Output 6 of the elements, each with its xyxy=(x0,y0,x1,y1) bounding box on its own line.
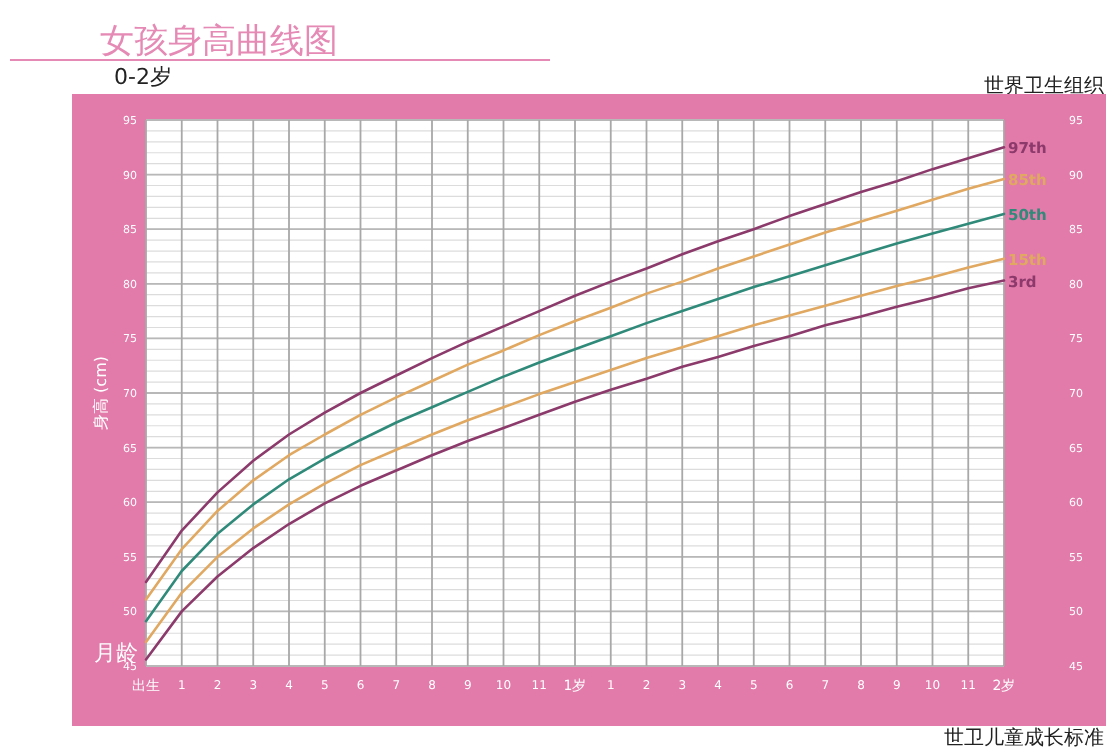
text: 世卫儿童成长标准 xyxy=(944,726,1104,750)
text: 世界卫生组织 xyxy=(984,74,1104,98)
y-axis-title: 身高 (cm) xyxy=(92,356,110,430)
chart-subtitle: 0-2岁 xyxy=(114,64,172,90)
chart-title: 女孩身高曲线图 xyxy=(100,22,338,62)
x-axis-title: 月龄 xyxy=(94,640,138,666)
